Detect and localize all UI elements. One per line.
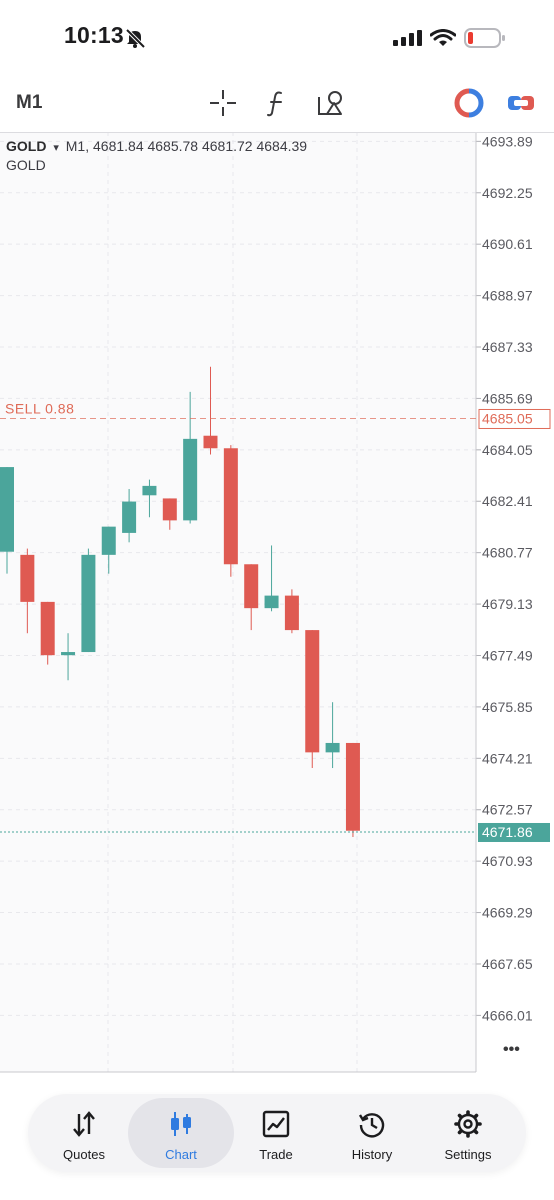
wifi-icon — [430, 29, 456, 46]
candle-body-bearish[interactable] — [203, 435, 218, 449]
tab-trade[interactable]: Trade — [226, 1098, 326, 1168]
candle-body-bearish[interactable] — [305, 630, 320, 753]
y-tick-label: 4693.89 — [482, 133, 533, 149]
tab-label: Quotes — [63, 1147, 105, 1162]
status-time: 10:13 — [64, 22, 124, 48]
bell-slash-icon — [125, 28, 146, 49]
tab-quotes[interactable]: Quotes — [34, 1098, 134, 1168]
price-chart[interactable]: 4693.89 4692.25 4690.61 4688.97 4687.33 4685.… — [0, 132, 554, 1074]
candle-body-bullish[interactable] — [81, 554, 96, 653]
candle-body-bullish[interactable] — [101, 526, 116, 555]
y-tick-label: 4682.41 — [482, 493, 533, 509]
tab-chart[interactable]: Chart — [128, 1098, 234, 1168]
candle-body-bullish[interactable] — [325, 742, 340, 753]
objects-icon[interactable] — [316, 88, 346, 118]
ohlc-readout: M1, 4681.84 4685.78 4681.72 4684.39 — [65, 138, 308, 154]
bottom-tab-bar: Quotes Chart Trade History — [28, 1094, 526, 1172]
position-label[interactable]: SELL 0.88 — [5, 400, 74, 416]
symbol-dropdown-icon: ▾ — [53, 142, 59, 154]
history-clock-icon — [358, 1113, 385, 1138]
crosshair-icon[interactable] — [208, 88, 238, 118]
position-price-tag — [478, 408, 551, 429]
y-tick-label: 4692.25 — [482, 185, 533, 201]
y-tick-label: 4690.61 — [482, 236, 533, 252]
y-tick-label: 4669.29 — [482, 905, 533, 921]
timeframe-button[interactable]: M1 — [16, 92, 43, 113]
tab-label: History — [351, 1147, 393, 1162]
candle-body-bullish[interactable] — [264, 595, 279, 609]
y-tick-label: 4684.05 — [482, 442, 533, 458]
battery-low-icon — [464, 28, 505, 48]
symbol-name: GOLD — [6, 138, 47, 154]
candle-body-bearish[interactable] — [20, 554, 35, 602]
tab-history[interactable]: History — [322, 1098, 422, 1168]
candles-icon — [171, 1112, 191, 1136]
indicators-icon[interactable] — [262, 88, 292, 118]
tab-label: Trade — [259, 1147, 293, 1162]
y-tick-label: 4666.01 — [482, 1007, 533, 1023]
more-options-icon[interactable]: ••• — [503, 1041, 520, 1058]
candle-body-bullish[interactable] — [183, 438, 198, 521]
y-tick-label: 4670.93 — [482, 853, 533, 869]
trade-chart-icon — [262, 1110, 290, 1138]
candle-body-bearish[interactable] — [244, 564, 259, 609]
candle-body-bearish[interactable] — [162, 498, 177, 521]
y-tick-label: 4679.13 — [482, 596, 533, 612]
quotes-arrows-icon — [73, 1111, 95, 1137]
tab-label: Chart — [165, 1147, 197, 1162]
candle-body-bearish[interactable] — [40, 601, 55, 656]
chart-symbol-header[interactable]: GOLD ▾ M1, 4681.84 4685.78 4681.72 4684.… — [6, 138, 307, 154]
gear-icon — [454, 1110, 482, 1138]
tab-settings[interactable]: Settings — [418, 1098, 518, 1168]
tab-label: Settings — [444, 1147, 492, 1162]
bid-price-tag — [478, 822, 550, 842]
candle-body-bearish[interactable] — [284, 595, 299, 631]
position-price-label: 4685.05 — [482, 410, 533, 426]
candle-body-bearish[interactable] — [345, 742, 360, 831]
candle-body-bullish[interactable] — [122, 501, 137, 533]
plot-background — [0, 132, 476, 1072]
bid-price-label: 4671.86 — [482, 824, 533, 840]
y-tick-label: 4680.77 — [482, 545, 533, 561]
y-tick-label: 4672.57 — [482, 802, 533, 818]
candle-body-bullish[interactable] — [61, 652, 76, 656]
candle-body-bullish[interactable] — [0, 467, 14, 552]
y-tick-label: 4667.65 — [482, 956, 533, 972]
symbol-description: GOLD — [6, 157, 46, 173]
one-click-trading-icon[interactable] — [454, 88, 484, 118]
y-tick-label: 4674.21 — [482, 750, 533, 766]
y-tick-label: 4688.97 — [482, 288, 533, 304]
y-tick-label: 4675.85 — [482, 699, 533, 715]
y-tick-label: 4687.33 — [482, 339, 533, 355]
cellular-signal-icon — [393, 30, 422, 46]
y-tick-label: 4685.69 — [482, 390, 533, 406]
status-bar: 10:13 — [0, 0, 554, 75]
candle-body-bearish[interactable] — [223, 448, 238, 565]
chart-type-icon[interactable] — [506, 88, 536, 118]
candle-body-bullish[interactable] — [142, 485, 157, 496]
y-tick-label: 4677.49 — [482, 647, 533, 663]
